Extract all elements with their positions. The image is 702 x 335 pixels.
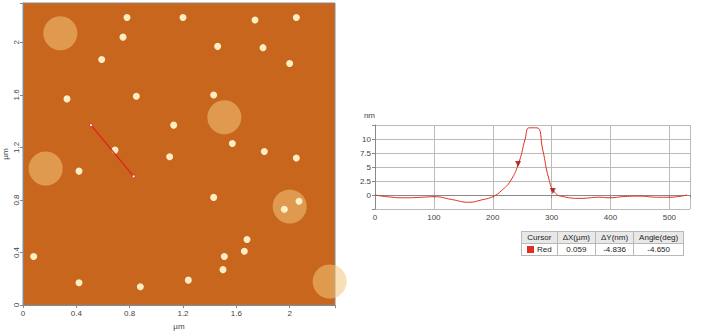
svg-text:µm: µm (1, 148, 10, 160)
svg-text:0.4: 0.4 (12, 246, 21, 258)
html-text:ΔY(nm): ΔY(nm) (601, 233, 629, 242)
html-text:0.059: 0.059 (566, 245, 587, 254)
html-text:ΔX(µm): ΔX(µm) (562, 233, 590, 242)
html-text:Red: Red (537, 245, 552, 254)
svg-text:0: 0 (21, 309, 26, 318)
svg-text:0: 0 (373, 213, 378, 222)
svg-text:5: 5 (367, 163, 372, 172)
svg-text:µm: µm (173, 322, 185, 331)
html-text:Cursor: Cursor (527, 233, 552, 242)
svg-text:0.8: 0.8 (12, 194, 21, 206)
svg-text:2: 2 (287, 309, 292, 318)
svg-text:0.8: 0.8 (124, 309, 136, 318)
svg-text:100: 100 (427, 213, 441, 222)
svg-text:0: 0 (367, 191, 372, 200)
svg-text:1.2: 1.2 (12, 141, 21, 153)
svg-text:7.5: 7.5 (360, 149, 372, 158)
svg-text:0.4: 0.4 (71, 309, 83, 318)
svg-text:0: 0 (12, 302, 21, 307)
svg-text:500: 500 (663, 213, 677, 222)
svg-text:400: 400 (604, 213, 618, 222)
svg-text:1.6: 1.6 (231, 309, 243, 318)
svg-text:1.6: 1.6 (12, 89, 21, 101)
svg-text:2: 2 (12, 40, 21, 45)
svg-text:nm: nm (364, 111, 375, 120)
html-text:Angle(deg): Angle(deg) (639, 233, 679, 242)
svg-text:300: 300 (545, 213, 559, 222)
html-text:-4.836: -4.836 (603, 245, 626, 254)
svg-text:2.5: 2.5 (360, 177, 372, 186)
svg-text:200: 200 (486, 213, 500, 222)
svg-text:1.2: 1.2 (177, 309, 189, 318)
svg-text:10: 10 (362, 135, 371, 144)
html-text:-4.650: -4.650 (647, 245, 670, 254)
